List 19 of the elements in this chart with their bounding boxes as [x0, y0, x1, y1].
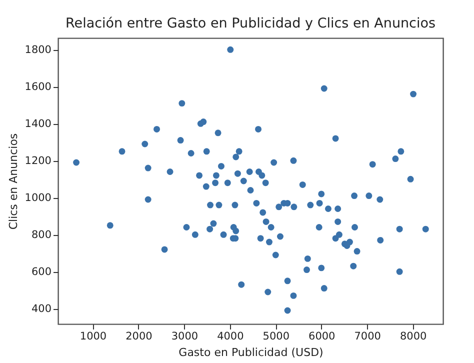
y-tick-label: 1200: [24, 155, 52, 168]
x-tick-label: 5000: [262, 330, 290, 342]
x-tick-label: 2000: [126, 330, 152, 342]
x-tick-label: 7000: [354, 330, 381, 342]
y-tick-label: 1800: [24, 44, 52, 56]
y-tick-label: 400: [31, 303, 52, 316]
y-tick-label: 1400: [24, 118, 52, 130]
y-axis-title: Clics en Anuncios: [6, 133, 20, 230]
x-tick-label: 4000: [217, 330, 244, 342]
chart-title: Relación entre Gasto en Publicidad y Clics en Anuncios: [65, 16, 436, 32]
y-tick-label: 1600: [24, 81, 52, 94]
y-tick-label: 1000: [24, 192, 52, 204]
x-axis-title: Gasto en Publicidad (USD): [178, 346, 324, 359]
x-tick-label: 3000: [171, 330, 198, 342]
x-tick-label: 8000: [400, 330, 427, 342]
y-tick-label: 600: [31, 266, 52, 278]
y-tick-label: 800: [31, 229, 52, 242]
x-tick-label: 1000: [80, 330, 107, 342]
x-tick-label: 6000: [308, 330, 336, 342]
